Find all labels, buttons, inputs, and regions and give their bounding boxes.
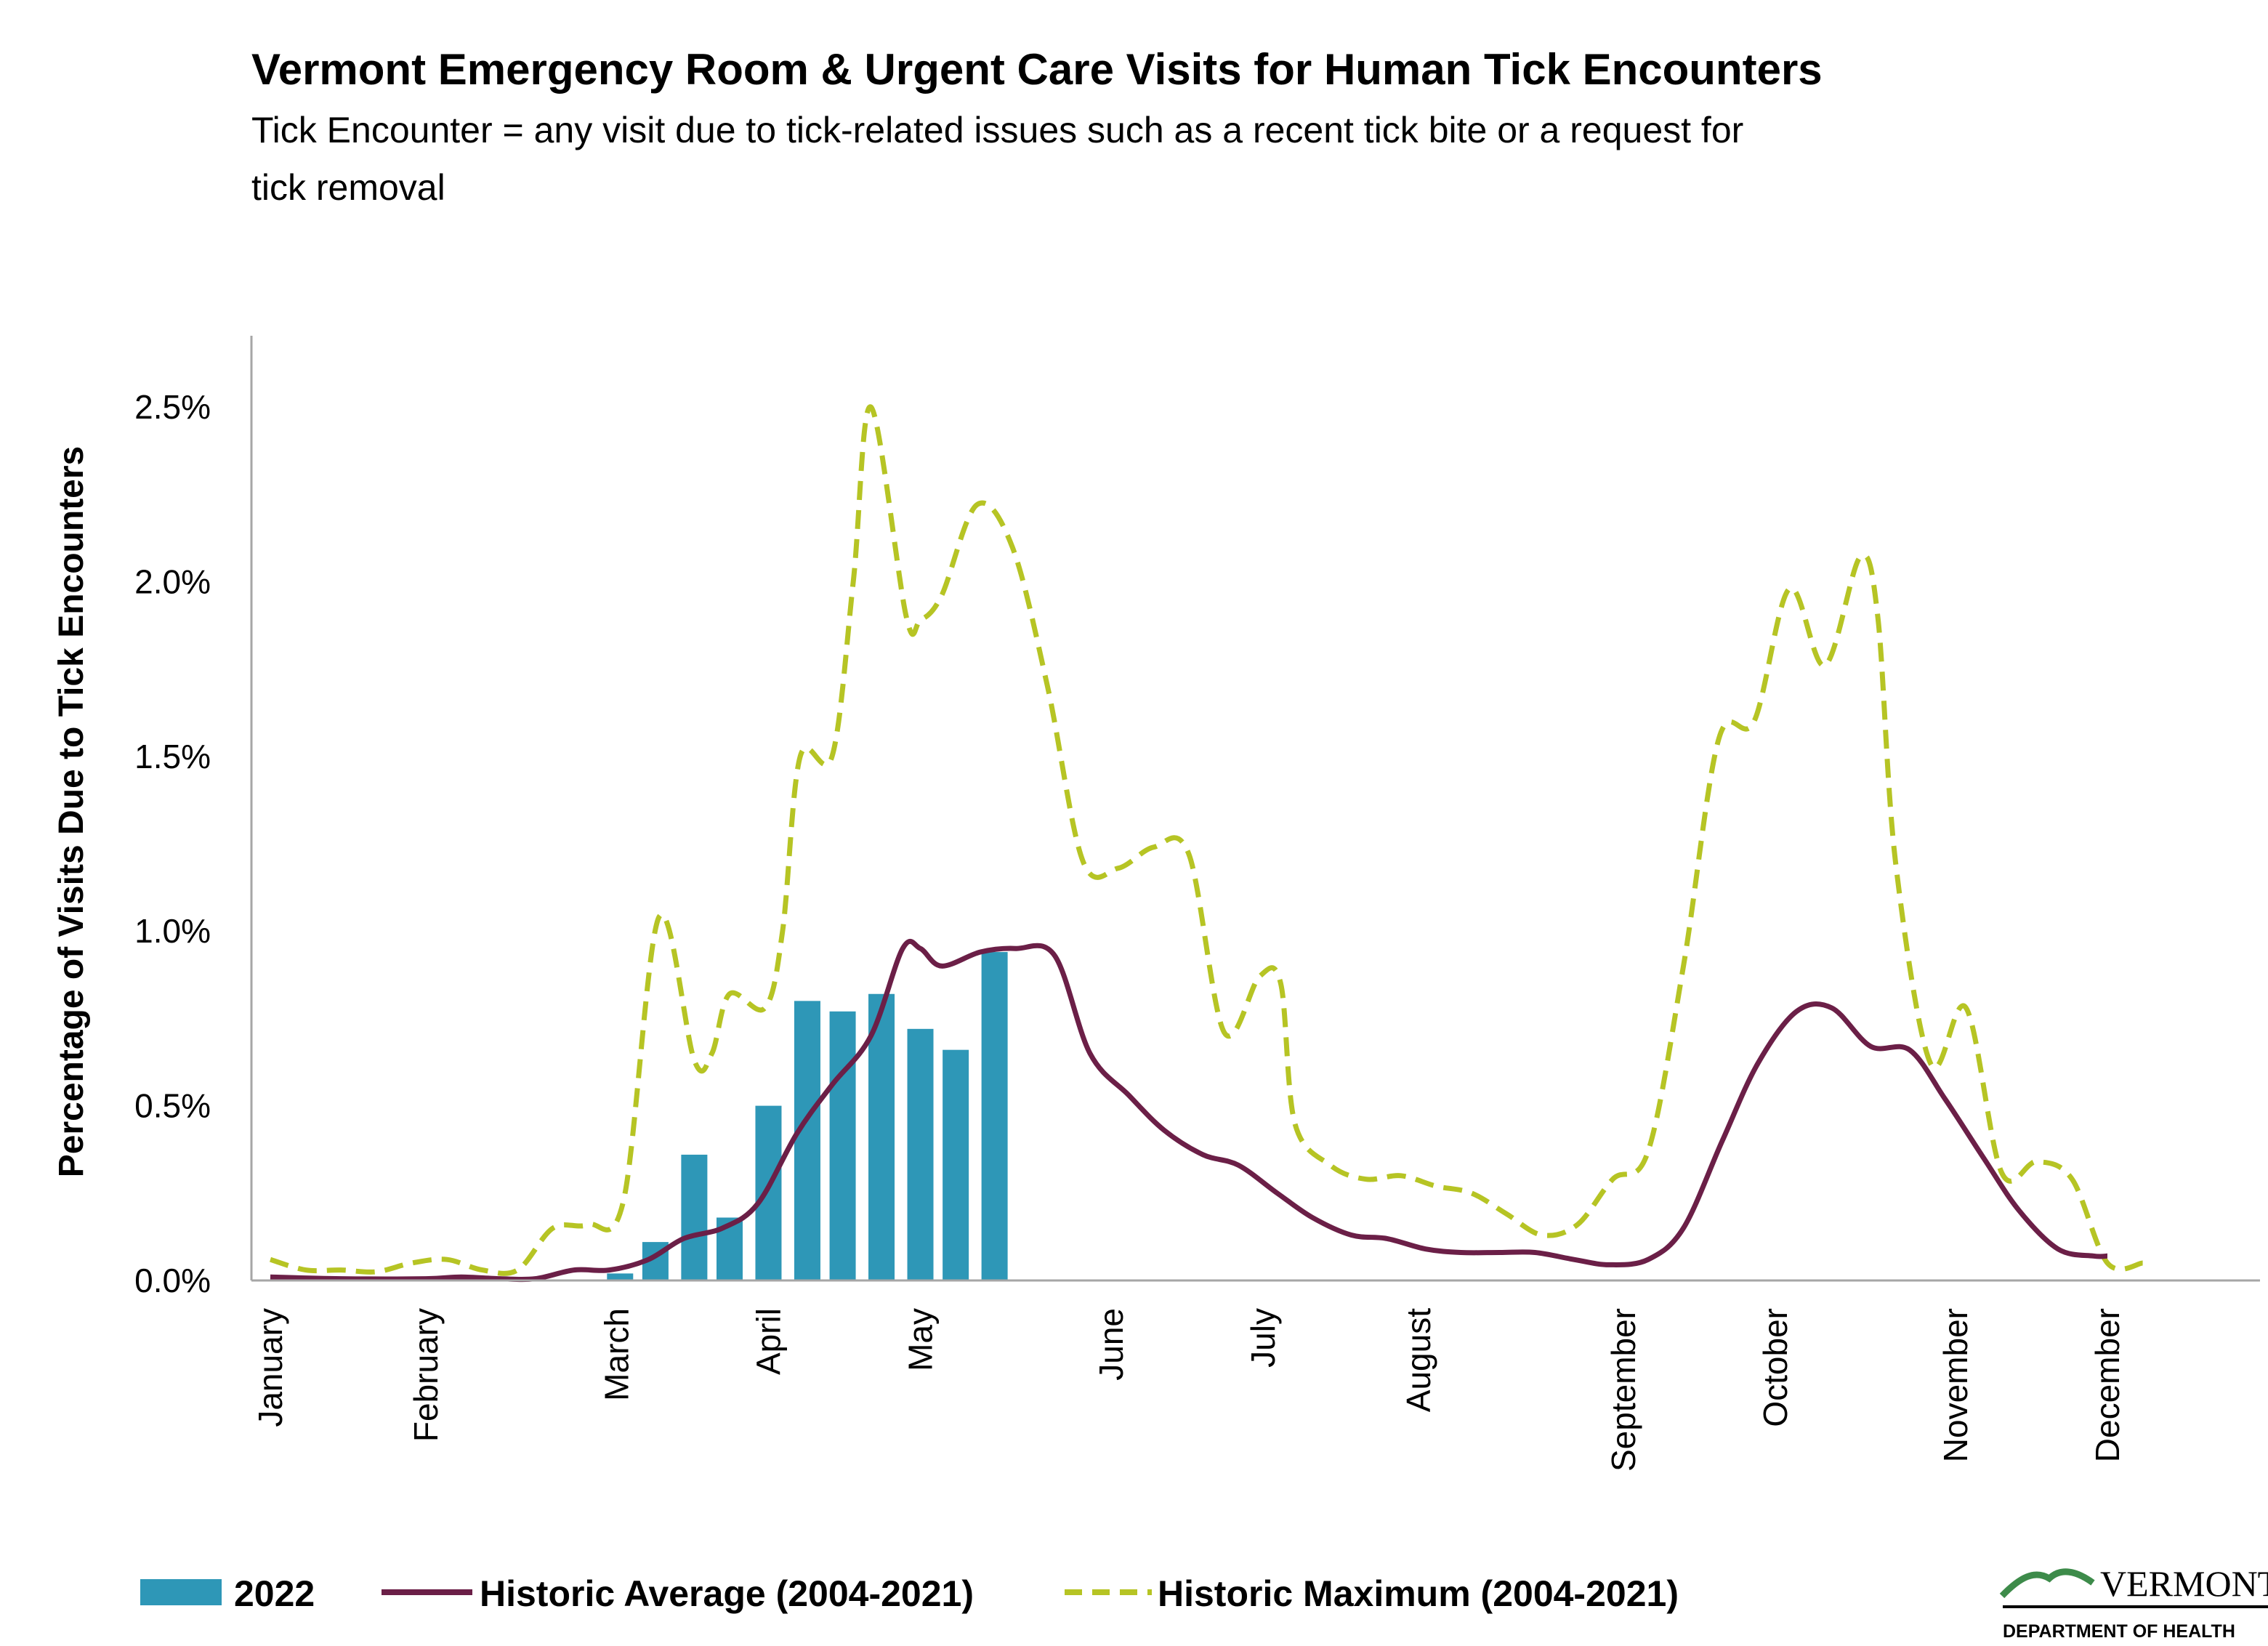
mountain-icon [1999,1568,2095,1599]
bar-2022 [681,1154,708,1280]
bar-2022 [943,1049,969,1280]
legend-label-maximum: Historic Maximum (2004-2021) [1158,1573,1679,1614]
x-tick-label-june: June [1092,1308,1130,1381]
x-tick-label-december: December [2089,1308,2126,1462]
legend: 2022 Historic Average (2004-2021) Histor… [140,1573,1679,1614]
y-tick-label: 2.5% [134,388,211,426]
x-tick-label-july: July [1244,1308,1282,1368]
x-tick-label-october: October [1756,1308,1794,1427]
axes [250,336,2260,1282]
bar-2022 [607,1273,634,1280]
bar-2022 [794,1001,820,1280]
bar-2022 [755,1105,782,1280]
y-tick-label: 2.0% [134,562,211,600]
y-axis-label: Percentage of Visits Due to Tick Encount… [52,446,91,1178]
bar-2022 [829,1011,856,1280]
x-tick-label-january: January [251,1308,289,1427]
logo-department-text: DEPARTMENT OF HEALTH [2003,1621,2235,1642]
x-tick-label-march: March [597,1308,635,1401]
line-historic-maximum [269,404,2144,1276]
legend-label-2022: 2022 [234,1573,315,1614]
y-tick-label: 0.5% [134,1087,211,1125]
y-tick-label: 1.0% [134,912,211,950]
bars-layer [607,952,1008,1280]
x-tick-label-august: August [1400,1308,1437,1412]
line-historic-average [270,938,2108,1283]
x-axis-ticks: January February March April May June July Augu… [251,1308,2126,1472]
chart-title: Vermont Emergency Room & Urgent Care Vis… [251,45,1823,94]
x-tick-label-may: May [902,1308,940,1371]
lines-layer [269,404,2144,1283]
bar-2022 [981,952,1008,1280]
x-tick-label-april: April [749,1308,787,1375]
logo-vermont-text: VERMONT [2100,1563,2268,1604]
legend-label-average: Historic Average (2004-2021) [480,1573,974,1614]
bar-2022 [868,993,895,1280]
y-axis-ticks: 0.0% 0.5% 1.0% 1.5% 2.0% 2.5% [134,388,211,1299]
x-tick-label-november: November [1937,1308,1974,1462]
bar-2022 [907,1028,934,1280]
chart-subtitle-line-2: tick removal [251,167,445,208]
x-tick-label-september: September [1605,1308,1642,1472]
y-tick-label: 1.5% [134,738,211,775]
x-tick-label-february: February [407,1308,445,1442]
y-tick-label: 0.0% [134,1262,211,1299]
chart-subtitle-line-1: Tick Encounter = any visit due to tick-r… [251,110,1743,150]
legend-swatch-2022 [140,1579,222,1605]
vermont-logo: VERMONT DEPARTMENT OF HEALTH [1999,1563,2268,1642]
